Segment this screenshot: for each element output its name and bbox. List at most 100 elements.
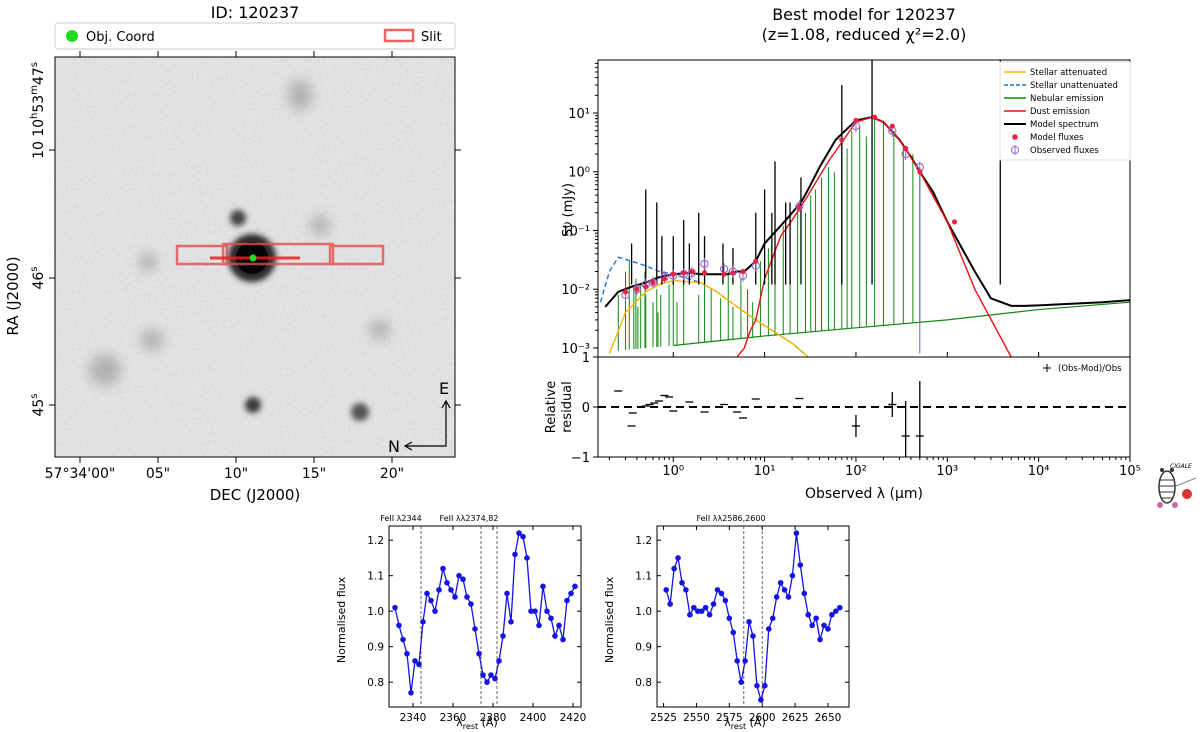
object-legend-marker [66, 30, 78, 42]
spectrum1-flux-point [448, 587, 454, 593]
sed-x-tick-label: 10¹ [754, 464, 776, 479]
spectrum2-flux-point [758, 697, 764, 703]
spectrum2-flux-point [671, 565, 677, 572]
cigale-logo-text: CIGALE [1170, 463, 1192, 470]
spectrum1-flux-line [394, 531, 576, 693]
spectrum2-y-tick-label: 1.2 [635, 535, 652, 547]
model-flux-point [681, 270, 687, 276]
spectrum1-flux-point [420, 619, 426, 625]
sed-y-tick-label: 10⁻³ [561, 342, 590, 357]
sed-x-tick-label: 10⁵ [1119, 464, 1141, 479]
model-flux-point [839, 137, 845, 143]
spectrum2-flux-point [825, 626, 831, 632]
legend-label-model: Model spectrum [1030, 120, 1098, 130]
image-panel: ID: 120237 Obj. Coord Slit [4, 3, 461, 504]
model-flux-point [730, 270, 736, 276]
spectrum1-flux-point [504, 590, 510, 597]
spectrum2-x-tick-label: 2525 [650, 712, 677, 724]
residual-y-tick-label: 1 [582, 351, 590, 366]
spectrum1-flux-point [468, 601, 474, 607]
spectrum1-flux-point [524, 555, 530, 561]
spectrum1-flux-point [520, 533, 526, 540]
ra-tick-label-10: 10 [31, 141, 47, 159]
ra-axis-label: RA (J2000) [4, 256, 22, 335]
spectrum2-y-tick-label: 0.9 [635, 642, 652, 654]
image-y-ticks [49, 149, 461, 406]
spectrum1-flux-point [396, 622, 402, 629]
spectrum1-flux-point [400, 636, 406, 643]
residual-y-tick-label: −1 [571, 451, 590, 466]
spectrum1-x-tick-label: 2380 [480, 712, 507, 724]
dec-tick-label-1: 05" [146, 466, 170, 482]
sed-y-tick-label: 10¹ [568, 107, 590, 122]
spectrum1-flux-point [512, 551, 518, 558]
spectrum2-flux-point [809, 622, 815, 629]
spectrum2-flux-point [801, 590, 808, 597]
spectrum2-flux-point [734, 658, 741, 664]
legend-label-observed-fluxes: Observed fluxes [1030, 146, 1099, 156]
residual-legend-label: (Obs-Mod)/Obs [1058, 364, 1122, 374]
spectrum1-flux-point [412, 658, 418, 664]
spectrum1-annotation-left: FeII λ2344 [380, 514, 421, 523]
model-flux-point [661, 276, 668, 282]
residual-y-tick-label: 0 [582, 401, 590, 416]
spectrum1-flux-point [428, 597, 434, 604]
dec-tick-label-4: 20" [380, 466, 404, 482]
dec-tick-label-0: 57°34'00" [45, 466, 116, 482]
compass-north-label: N [388, 437, 400, 456]
spectrum2-flux-point [726, 615, 733, 622]
spectrum2-y-tick-label: 0.8 [635, 677, 652, 689]
model-flux-point [903, 145, 909, 151]
spectrum2-flux-point [754, 682, 760, 689]
spectrum1-flux-point [464, 594, 470, 600]
spectrum2-flux-point [691, 604, 697, 611]
slit-legend-label: Slit [421, 30, 442, 45]
spectrum2-flux-point [797, 562, 804, 568]
legend-marker-model-fluxes [1012, 134, 1018, 140]
neighbor-source-north [230, 210, 246, 226]
spectrum2-flux-point [710, 601, 717, 607]
image-x-ticks [79, 51, 393, 463]
spectrum1-flux-point [404, 650, 410, 657]
spectrum1-x-tick-label: 2400 [520, 712, 547, 724]
spectrum1-flux-point [440, 565, 446, 572]
spectrum2-y-tick-label: 1.1 [635, 571, 652, 583]
spectrum1-flux-point [548, 615, 554, 622]
legend-label-stellar-attenuated: Stellar attenuated [1030, 68, 1107, 78]
sed-x-tick-label: 10⁰ [662, 464, 684, 479]
spectrum1-flux-point [408, 690, 414, 696]
cigale-logo: CIGALE [1157, 463, 1197, 508]
legend-label-stellar-unattenuated: Stellar unattenuated [1030, 81, 1118, 91]
slit-boxes [175, 242, 385, 266]
ra-tick-label-46: 46s [29, 266, 47, 289]
image-title: ID: 120237 [211, 3, 300, 22]
spectrum2-flux-point [718, 590, 725, 597]
spectrum1-x-tick-label: 2340 [400, 712, 427, 724]
neighbor-source-south [245, 397, 261, 413]
spectrum1-flux-point [536, 622, 542, 629]
sed-x-tick-label: 10⁴ [1028, 464, 1050, 479]
sed-panel: Best model for 120237 (z=1.08, reduced χ… [544, 5, 1197, 508]
spectrum2-flux-point [698, 608, 705, 614]
sed-x-axis-label: Observed λ (μm) [805, 486, 923, 502]
spectrum1-flux-point [540, 583, 546, 590]
sed-y-axis-label: Sν (mJy) [561, 183, 576, 237]
sed-y-tick-label: 10⁻¹ [561, 224, 590, 239]
series-stellar-attenuated [608, 279, 809, 358]
spectrum2-flux-point [667, 601, 673, 607]
legend-label-nebular: Nebular emission [1030, 94, 1104, 104]
spectrum2-flux-point [793, 530, 800, 536]
spectrum2-flux-point [805, 611, 812, 618]
spectrum-panel-2: 0.8 0.9 1.0 1.1 1.2 2525 2550 2575 2600 2625 2650 [635, 525, 850, 724]
model-flux-point [721, 271, 727, 277]
spectrum1-flux-point [508, 619, 514, 625]
spectrum1-flux-point [392, 604, 398, 611]
model-flux-point [917, 169, 923, 175]
spectrum2-flux-point [683, 587, 689, 593]
object-legend-label: Obj. Coord [86, 30, 155, 45]
spectrum2-y-label: Normalised flux [603, 576, 616, 663]
spectrum2-x-label: λrest (Å) [724, 716, 765, 731]
spectrum2-flux-point [742, 658, 748, 664]
spectrum1-x-tick-label: 2360 [440, 712, 467, 724]
image-frame [54, 56, 456, 458]
